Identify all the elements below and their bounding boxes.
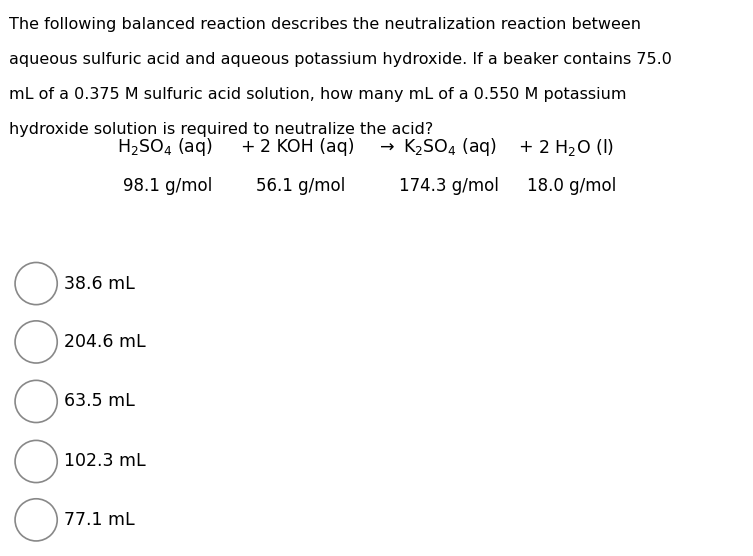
Text: 18.0 g/mol: 18.0 g/mol: [527, 177, 617, 195]
Text: +: +: [508, 138, 545, 156]
Text: 2 KOH (aq): 2 KOH (aq): [260, 138, 354, 156]
Text: 98.1 g/mol: 98.1 g/mol: [123, 177, 212, 195]
Text: 56.1 g/mol: 56.1 g/mol: [256, 177, 346, 195]
Text: aqueous sulfuric acid and aqueous potassium hydroxide. If a beaker contains 75.0: aqueous sulfuric acid and aqueous potass…: [9, 52, 672, 67]
Text: 102.3 mL: 102.3 mL: [64, 453, 145, 470]
Text: 2 H$_2$O (l): 2 H$_2$O (l): [538, 137, 614, 158]
Text: →: →: [369, 138, 405, 156]
Text: 77.1 mL: 77.1 mL: [64, 511, 135, 529]
Text: 204.6 mL: 204.6 mL: [64, 333, 145, 351]
Text: +: +: [230, 138, 267, 156]
Text: H$_2$SO$_4$ (aq): H$_2$SO$_4$ (aq): [117, 136, 212, 158]
Text: The following balanced reaction describes the neutralization reaction between: The following balanced reaction describe…: [9, 17, 641, 32]
Text: hydroxide solution is required to neutralize the acid?: hydroxide solution is required to neutra…: [9, 122, 433, 137]
Text: mL of a 0.375 M sulfuric acid solution, how many mL of a 0.550 M potassium: mL of a 0.375 M sulfuric acid solution, …: [9, 87, 626, 102]
Text: 63.5 mL: 63.5 mL: [64, 393, 135, 410]
Text: 38.6 mL: 38.6 mL: [64, 275, 135, 292]
Text: K$_2$SO$_4$ (aq): K$_2$SO$_4$ (aq): [403, 136, 497, 158]
Text: 174.3 g/mol: 174.3 g/mol: [399, 177, 499, 195]
